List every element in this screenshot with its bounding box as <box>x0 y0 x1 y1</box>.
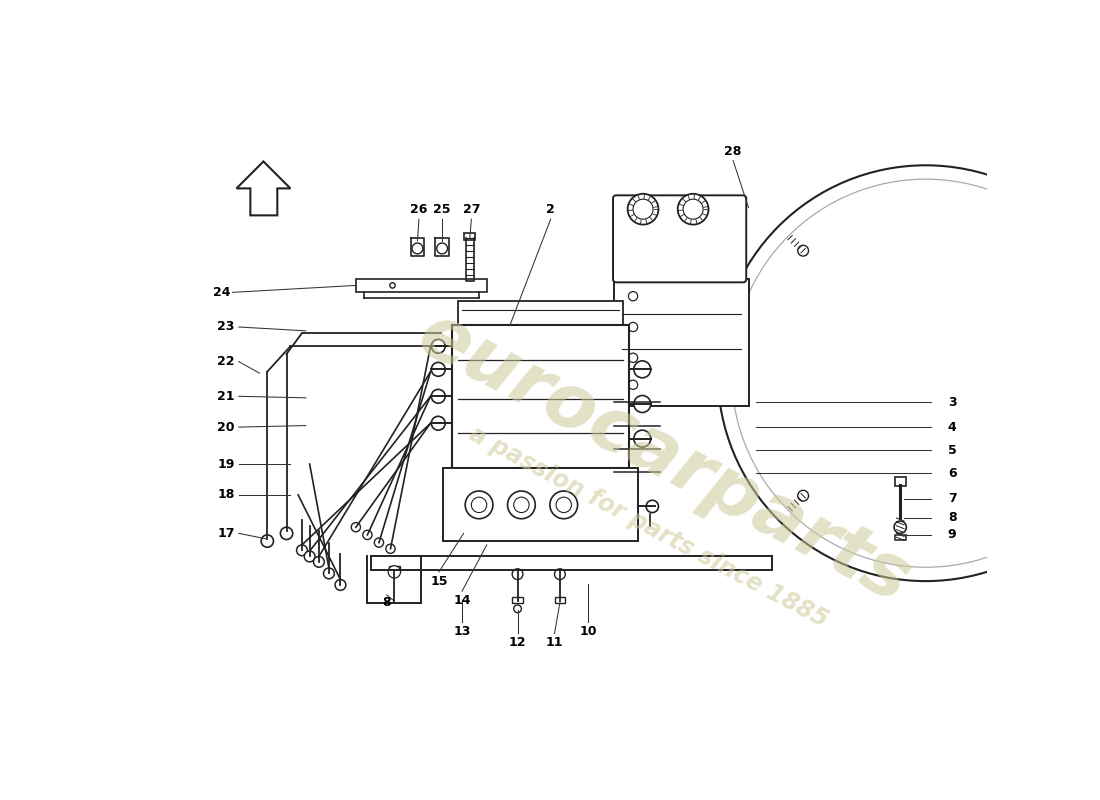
Circle shape <box>431 362 446 376</box>
Text: 28: 28 <box>725 145 741 158</box>
Text: 5: 5 <box>948 444 957 457</box>
Text: eurocarparts: eurocarparts <box>405 298 923 618</box>
Circle shape <box>513 569 522 579</box>
FancyBboxPatch shape <box>895 477 905 486</box>
Text: 10: 10 <box>580 625 597 638</box>
FancyBboxPatch shape <box>513 598 522 603</box>
FancyBboxPatch shape <box>452 326 629 468</box>
Text: a passion for parts since 1885: a passion for parts since 1885 <box>465 422 832 632</box>
FancyBboxPatch shape <box>459 301 623 328</box>
Circle shape <box>798 490 808 501</box>
Circle shape <box>437 243 448 254</box>
Circle shape <box>514 497 529 513</box>
Circle shape <box>465 491 493 518</box>
Circle shape <box>472 497 486 513</box>
Text: 14: 14 <box>453 594 471 607</box>
Circle shape <box>683 199 703 219</box>
Text: 21: 21 <box>218 390 234 403</box>
Text: 27: 27 <box>463 203 480 217</box>
Text: 19: 19 <box>218 458 234 470</box>
Circle shape <box>412 243 422 254</box>
FancyBboxPatch shape <box>614 279 749 406</box>
Circle shape <box>550 491 578 518</box>
Circle shape <box>628 322 638 332</box>
FancyBboxPatch shape <box>464 233 475 240</box>
Text: 7: 7 <box>948 492 957 506</box>
Text: 4: 4 <box>948 421 957 434</box>
Circle shape <box>336 579 345 590</box>
Circle shape <box>374 538 384 547</box>
Circle shape <box>388 566 400 578</box>
Circle shape <box>634 199 653 219</box>
Circle shape <box>389 282 395 288</box>
Text: 11: 11 <box>546 636 563 650</box>
FancyBboxPatch shape <box>443 468 638 541</box>
Circle shape <box>717 166 1100 581</box>
Circle shape <box>628 194 659 225</box>
Circle shape <box>678 194 708 225</box>
Text: 13: 13 <box>453 625 471 638</box>
Circle shape <box>386 544 395 554</box>
Circle shape <box>628 291 638 301</box>
Circle shape <box>556 497 572 513</box>
Text: 15: 15 <box>430 574 448 587</box>
Text: 2: 2 <box>547 203 556 217</box>
Text: 25: 25 <box>433 203 451 217</box>
Text: 8: 8 <box>383 596 390 609</box>
Circle shape <box>431 339 446 353</box>
Circle shape <box>297 545 307 556</box>
Text: 23: 23 <box>218 321 234 334</box>
Circle shape <box>514 605 521 613</box>
Circle shape <box>363 530 372 539</box>
Circle shape <box>431 390 446 403</box>
FancyBboxPatch shape <box>554 598 565 603</box>
Text: 24: 24 <box>213 286 231 299</box>
Circle shape <box>351 522 361 532</box>
FancyBboxPatch shape <box>389 566 399 572</box>
Text: 8: 8 <box>948 511 957 525</box>
Text: 6: 6 <box>948 467 957 480</box>
Circle shape <box>305 551 315 562</box>
Circle shape <box>1043 246 1054 256</box>
Circle shape <box>634 361 651 378</box>
Circle shape <box>261 535 274 547</box>
Circle shape <box>646 500 659 513</box>
Circle shape <box>554 569 565 579</box>
Text: 22: 22 <box>218 355 234 368</box>
Circle shape <box>634 430 651 447</box>
FancyBboxPatch shape <box>356 279 486 291</box>
Circle shape <box>628 380 638 390</box>
Text: 12: 12 <box>509 636 526 650</box>
Circle shape <box>280 527 293 539</box>
Circle shape <box>431 416 446 430</box>
Text: 18: 18 <box>218 488 234 502</box>
Circle shape <box>798 246 808 256</box>
Circle shape <box>894 521 906 534</box>
FancyBboxPatch shape <box>895 535 905 539</box>
Text: 17: 17 <box>218 527 234 540</box>
Text: 20: 20 <box>218 421 234 434</box>
Circle shape <box>314 557 324 567</box>
Circle shape <box>507 491 536 518</box>
Circle shape <box>323 568 334 578</box>
Circle shape <box>628 353 638 362</box>
FancyBboxPatch shape <box>613 195 746 282</box>
Text: 26: 26 <box>410 203 428 217</box>
Circle shape <box>1043 490 1054 501</box>
Text: 9: 9 <box>948 529 957 542</box>
Circle shape <box>634 395 651 413</box>
Text: 3: 3 <box>948 396 957 409</box>
